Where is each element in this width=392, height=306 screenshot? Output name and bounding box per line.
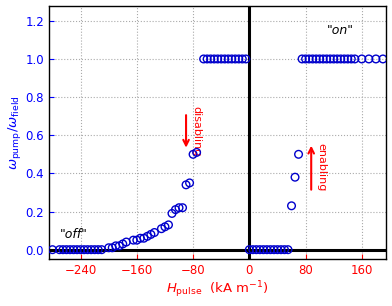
Point	[172, 207, 179, 212]
Point	[281, 247, 288, 252]
Point	[299, 57, 305, 62]
Point	[338, 57, 344, 62]
Point	[239, 57, 245, 62]
Point	[91, 247, 98, 252]
Point	[187, 181, 193, 185]
Point	[64, 247, 70, 252]
Point	[95, 247, 101, 252]
Point	[113, 243, 119, 248]
Text: "off": "off"	[60, 228, 87, 241]
Point	[109, 245, 115, 250]
Point	[250, 247, 256, 252]
Point	[141, 236, 147, 241]
Point	[218, 57, 224, 62]
Point	[359, 57, 365, 62]
Point	[137, 236, 143, 241]
Point	[257, 247, 263, 252]
Text: enabling: enabling	[316, 144, 326, 192]
Point	[162, 224, 168, 229]
Point	[81, 247, 87, 252]
Point	[246, 247, 252, 252]
Point	[229, 57, 235, 62]
Point	[320, 57, 326, 62]
Point	[253, 247, 260, 252]
Point	[207, 57, 214, 62]
Point	[264, 247, 270, 252]
Point	[49, 247, 56, 252]
Point	[78, 247, 84, 252]
Point	[204, 57, 210, 62]
Point	[190, 152, 196, 157]
Point	[330, 57, 337, 62]
Point	[296, 152, 302, 157]
Point	[373, 57, 379, 62]
Point	[316, 57, 323, 62]
Point	[352, 57, 358, 62]
Point	[60, 247, 66, 252]
Point	[278, 247, 284, 252]
Point	[267, 247, 274, 252]
Point	[274, 247, 281, 252]
Point	[211, 57, 217, 62]
Point	[292, 175, 298, 180]
Point	[134, 238, 140, 243]
Point	[165, 222, 172, 227]
Point	[120, 241, 126, 246]
Point	[380, 57, 386, 62]
Point	[303, 57, 309, 62]
Point	[183, 182, 189, 187]
Point	[313, 57, 319, 62]
Point	[214, 57, 221, 62]
Point	[225, 57, 231, 62]
Point	[151, 230, 158, 235]
Point	[148, 232, 154, 237]
Point	[176, 205, 182, 210]
Point	[130, 238, 136, 243]
Point	[243, 57, 249, 62]
Point	[221, 57, 228, 62]
Point	[334, 57, 340, 62]
Point	[194, 150, 200, 155]
Point	[67, 247, 73, 252]
Y-axis label: $\omega_\mathrm{pump}/\omega_\mathrm{field}$: $\omega_\mathrm{pump}/\omega_\mathrm{fie…	[5, 95, 23, 170]
Point	[98, 247, 105, 252]
Point	[306, 57, 312, 62]
Point	[85, 247, 91, 252]
Point	[232, 57, 238, 62]
Point	[123, 240, 129, 244]
Point	[74, 247, 80, 252]
Point	[71, 247, 77, 252]
Point	[348, 57, 354, 62]
Point	[271, 247, 277, 252]
Text: disabling: disabling	[191, 106, 201, 157]
Point	[88, 247, 94, 252]
Point	[236, 57, 242, 62]
Point	[169, 211, 175, 216]
Point	[180, 205, 186, 210]
Text: "on": "on"	[327, 24, 354, 37]
Point	[341, 57, 347, 62]
X-axis label: $H_\mathrm{pulse}$  (kA m$^{-1}$): $H_\mathrm{pulse}$ (kA m$^{-1}$)	[166, 280, 269, 300]
Point	[144, 234, 151, 239]
Point	[105, 245, 112, 250]
Point	[200, 57, 207, 62]
Point	[56, 247, 63, 252]
Point	[158, 226, 165, 231]
Point	[260, 247, 267, 252]
Point	[345, 57, 351, 62]
Point	[289, 203, 295, 208]
Point	[116, 243, 122, 248]
Point	[327, 57, 333, 62]
Point	[285, 247, 291, 252]
Point	[323, 57, 330, 62]
Point	[366, 57, 372, 62]
Point	[309, 57, 316, 62]
